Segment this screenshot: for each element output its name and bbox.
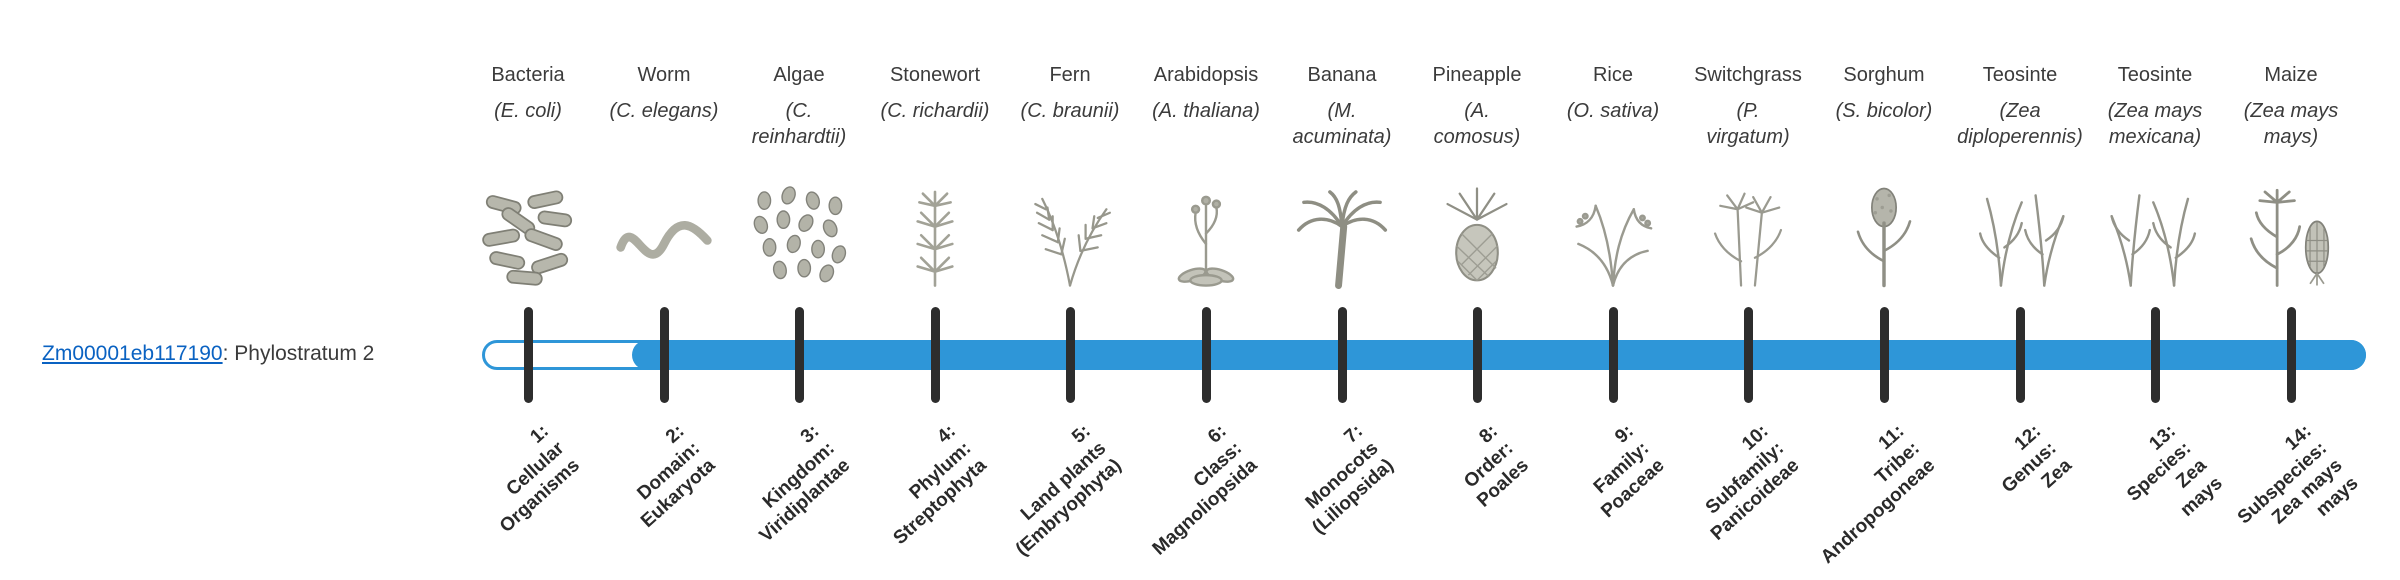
- organism-common-name: Maize: [2264, 64, 2318, 86]
- phylostratum-label: 4: Phylum: Streptophyta: [889, 420, 991, 550]
- phylostratum-tick: [2150, 307, 2160, 403]
- phylostratum-tick: [1608, 307, 1618, 403]
- phylostratum-tick: [2015, 307, 2025, 403]
- organism-common-name: Sorghum: [1843, 64, 1925, 86]
- organism-common-name: Worm: [637, 64, 691, 86]
- phylostratum-tick: [930, 307, 940, 403]
- column-bacteria: Bacteria (E. coli) 1: Cellular Organisms: [440, 0, 616, 580]
- organism-scientific-name: (O. sativa): [1566, 100, 1660, 122]
- algae-icon: [747, 178, 851, 296]
- column-worm: Worm (C. elegans) 2: Domain: Eukaryota: [576, 0, 752, 580]
- phylostratum-label: 14: Subspecies: Zea mays mays: [2233, 420, 2363, 529]
- organism-common-name: Algae: [773, 64, 825, 86]
- organism-scientific-name: (M. acuminata): [1292, 100, 1392, 148]
- timeline-fill: [632, 340, 2366, 370]
- column-teosinte-diploperennis: Teosinte (Zea diploperennis) 12: Genus: …: [1932, 0, 2108, 580]
- gene-phylostratum-text: : Phylostratum 2: [222, 342, 375, 365]
- stonewort-icon: [883, 178, 987, 296]
- organism-scientific-name: (Zea diploperennis): [1957, 100, 2083, 148]
- phylostratum-tick: [794, 307, 804, 403]
- organism-scientific-name: (A. comosus): [1433, 100, 1521, 148]
- switchgrass-icon: [1696, 178, 1800, 296]
- phylostratum-label: 3: Kingdom: Viridiplantae: [756, 420, 855, 547]
- gene-label: Zm00001eb117190: Phylostratum 2: [42, 342, 374, 366]
- phylostratum-label: 12: Genus: Zea: [1997, 420, 2076, 498]
- organism-common-name: Teosinte: [1982, 64, 2058, 86]
- organism-common-name: Banana: [1307, 64, 1377, 86]
- organism-common-name: Rice: [1592, 64, 1633, 86]
- organism-common-name: Arabidopsis: [1153, 64, 1259, 86]
- phylostratum-label: 1: Cellular Organisms: [495, 420, 584, 538]
- phylostratum-label: 8: Order: Poales: [1460, 420, 1533, 512]
- organism-common-name: Switchgrass: [1694, 64, 1802, 86]
- column-pineapple: Pineapple (A. comosus) 8: Order: Poales: [1389, 0, 1565, 580]
- phylostratum-label: 7: Monocots (Liliopsida): [1301, 420, 1398, 539]
- pineapple-icon: [1425, 178, 1529, 296]
- teosinte-mexicana-icon: [2103, 178, 2207, 296]
- column-switchgrass: Switchgrass (P. virgatum) 10: Subfamily:…: [1660, 0, 1836, 580]
- organism-scientific-name: (A. thaliana): [1152, 100, 1260, 122]
- organism-common-name: Stonewort: [889, 64, 981, 86]
- phylostratum-tick: [1743, 307, 1753, 403]
- phylostratum-tick: [1065, 307, 1075, 403]
- worm-icon: [612, 178, 716, 296]
- organism-common-name: Teosinte: [2117, 64, 2193, 86]
- teosinte-diploperennis-icon: [1968, 178, 2072, 296]
- organism-scientific-name: (C. richardii): [880, 100, 990, 122]
- organism-scientific-name: (C. reinhardtii): [751, 100, 847, 148]
- organism-common-name: Fern: [1049, 64, 1091, 86]
- organism-scientific-name: (C. elegans): [609, 100, 719, 122]
- phylostratum-label: 6: Class: Magnoliopsida: [1148, 420, 1262, 560]
- phylostratum-tick: [1472, 307, 1482, 403]
- column-teosinte-mexicana: Teosinte (Zea mays mexicana) 13: Species…: [2067, 0, 2243, 580]
- organism-scientific-name: (C. braunii): [1020, 100, 1120, 122]
- column-stonewort: Stonewort (C. richardii) 4: Phylum: Stre…: [847, 0, 1023, 580]
- organism-common-name: Bacteria: [491, 64, 565, 86]
- organism-common-name: Pineapple: [1432, 64, 1522, 86]
- sorghum-icon: [1832, 178, 1936, 296]
- column-maize: Maize (Zea mays mays) 14: Subspecies: Ze…: [2203, 0, 2379, 580]
- column-sorghum: Sorghum (S. bicolor) 11: Tribe: Andropog…: [1796, 0, 1972, 580]
- maize-icon: [2239, 178, 2343, 296]
- phylostratum-label: 5: Land plants (Embryophyta): [1012, 420, 1126, 561]
- organism-scientific-name: (Zea mays mexicana): [2107, 100, 2203, 148]
- banana-icon: [1290, 178, 1394, 296]
- rice-icon: [1561, 178, 1665, 296]
- organism-scientific-name: (E. coli): [494, 100, 562, 122]
- column-rice: Rice (O. sativa) 9: Family: Poaceae: [1525, 0, 1701, 580]
- phylostratum-tick: [2286, 307, 2296, 403]
- column-algae: Algae (C. reinhardtii) 3: Kingdom: Virid…: [711, 0, 887, 580]
- phylostratum-tick: [1337, 307, 1347, 403]
- phylostratum-tick: [523, 307, 533, 403]
- phylostratum-label: 9: Family: Poaceae: [1589, 420, 1669, 523]
- column-fern: Fern (C. braunii) 5: Land plants (Embryo…: [982, 0, 1158, 580]
- bacteria-icon: [476, 178, 580, 296]
- phylostratum-tick: [659, 307, 669, 403]
- phylostratum-tick: [1879, 307, 1889, 403]
- gene-id-link[interactable]: Zm00001eb117190: [42, 342, 223, 365]
- phylostratum-label: 10: Subfamily: Panicoideae: [1701, 420, 1804, 545]
- fern-icon: [1018, 178, 1122, 296]
- organism-scientific-name: (Zea mays mays): [2243, 100, 2339, 148]
- column-banana: Banana (M. acuminata) 7: Monocots (Lilio…: [1254, 0, 1430, 580]
- column-arabidopsis: Arabidopsis (A. thaliana) 6: Class: Magn…: [1118, 0, 1294, 580]
- phylostratum-label: 11: Tribe: Andropogoneae: [1817, 420, 1940, 569]
- phylostratum-tick: [1201, 307, 1211, 403]
- phylostratum-label: 2: Domain: Eukaryota: [633, 420, 720, 533]
- organism-scientific-name: (S. bicolor): [1835, 100, 1933, 122]
- organism-scientific-name: (P. virgatum): [1706, 100, 1790, 148]
- arabidopsis-icon: [1154, 178, 1258, 296]
